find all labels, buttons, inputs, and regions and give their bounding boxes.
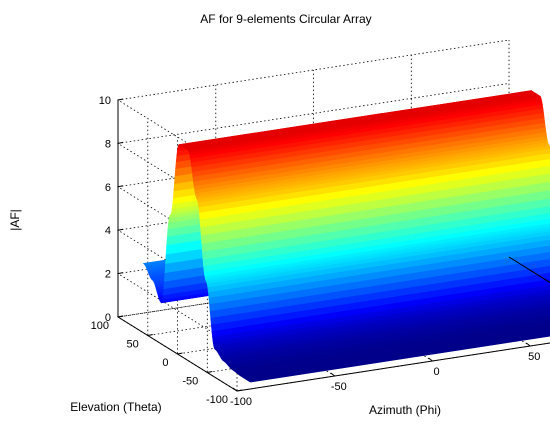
surface-strip — [219, 304, 550, 358]
y-tick-mark — [147, 334, 153, 336]
y-tick-mark — [236, 389, 243, 392]
surface-strip — [208, 245, 550, 305]
y-tick-mark — [177, 352, 183, 355]
surface-strip — [212, 285, 550, 343]
surface-strip — [213, 293, 550, 349]
z-tick-label: 2 — [105, 269, 111, 281]
z-tick-label: 4 — [105, 225, 111, 237]
x-tick-label: -50 — [331, 381, 347, 393]
chart-title: AF for 9-elements Circular Array — [200, 12, 371, 26]
z-tick-label: 10 — [99, 95, 111, 107]
right-floor-edge — [508, 256, 550, 284]
y-tick-label: 100 — [91, 320, 109, 332]
surface-strip — [200, 181, 550, 245]
x-axis-label: Azimuth (Phi) — [369, 403, 441, 417]
x-tick-label: 0 — [433, 366, 439, 378]
surface-strip — [200, 173, 550, 237]
surface-strip — [202, 198, 550, 261]
y-tick-mark — [207, 371, 213, 373]
y-tick-label: -100 — [206, 394, 228, 406]
z-tick-mark — [117, 141, 124, 144]
surface-strip — [249, 335, 550, 383]
z-tick-mark — [117, 272, 124, 275]
surface-strip — [202, 206, 550, 267]
y-tick-label: 50 — [127, 339, 139, 351]
z-tick-label: 0 — [105, 312, 111, 324]
z-tick-label: 8 — [105, 138, 111, 150]
surface — [142, 90, 550, 383]
z-tick-mark — [117, 98, 124, 101]
y-gridline — [147, 118, 539, 336]
surface-strip — [217, 301, 550, 354]
y-tick-mark — [117, 315, 124, 318]
surface-strip — [199, 165, 550, 228]
z-tick-mark — [117, 228, 124, 231]
surface-strip — [203, 218, 550, 277]
x-tick-mark — [525, 342, 531, 347]
surface-strip — [218, 303, 550, 356]
surface-strip — [219, 305, 550, 359]
x-tick-mark — [232, 387, 238, 392]
surface-strip — [206, 231, 550, 289]
x-tick-mark — [330, 372, 336, 377]
x-tick-label: 50 — [528, 351, 540, 363]
y-tick-label: 0 — [162, 357, 168, 369]
surface-strip — [209, 252, 550, 312]
z-tick-mark — [117, 185, 124, 188]
surface-strip — [197, 145, 550, 204]
x-tick-mark — [428, 357, 433, 362]
y-axis-label: Elevation (Theta) — [70, 400, 161, 414]
z-axis-label: |AF| — [8, 209, 22, 231]
surface-strip — [207, 234, 550, 293]
surface-strip — [204, 226, 550, 281]
surface-strip — [210, 265, 550, 326]
surface-strip — [201, 190, 550, 253]
surface-strip — [213, 296, 550, 350]
surface-strip — [204, 223, 550, 280]
surface-strip — [208, 239, 550, 299]
surface-strip — [203, 213, 550, 273]
surface-strip — [212, 289, 550, 346]
surface-strip — [205, 227, 550, 283]
y-tick-label: -50 — [182, 376, 198, 388]
z-tick-label: 6 — [105, 182, 111, 194]
surface-strip — [218, 302, 550, 355]
surface-strip — [206, 228, 550, 285]
surface-strip — [199, 158, 550, 221]
surface-strip — [216, 300, 550, 353]
surface-strip — [198, 153, 550, 214]
surface-strip — [210, 272, 550, 332]
surface-strip — [209, 258, 550, 319]
x-tick-label: -100 — [230, 396, 252, 408]
surface-strip — [211, 279, 550, 338]
surface-strip — [197, 148, 550, 208]
